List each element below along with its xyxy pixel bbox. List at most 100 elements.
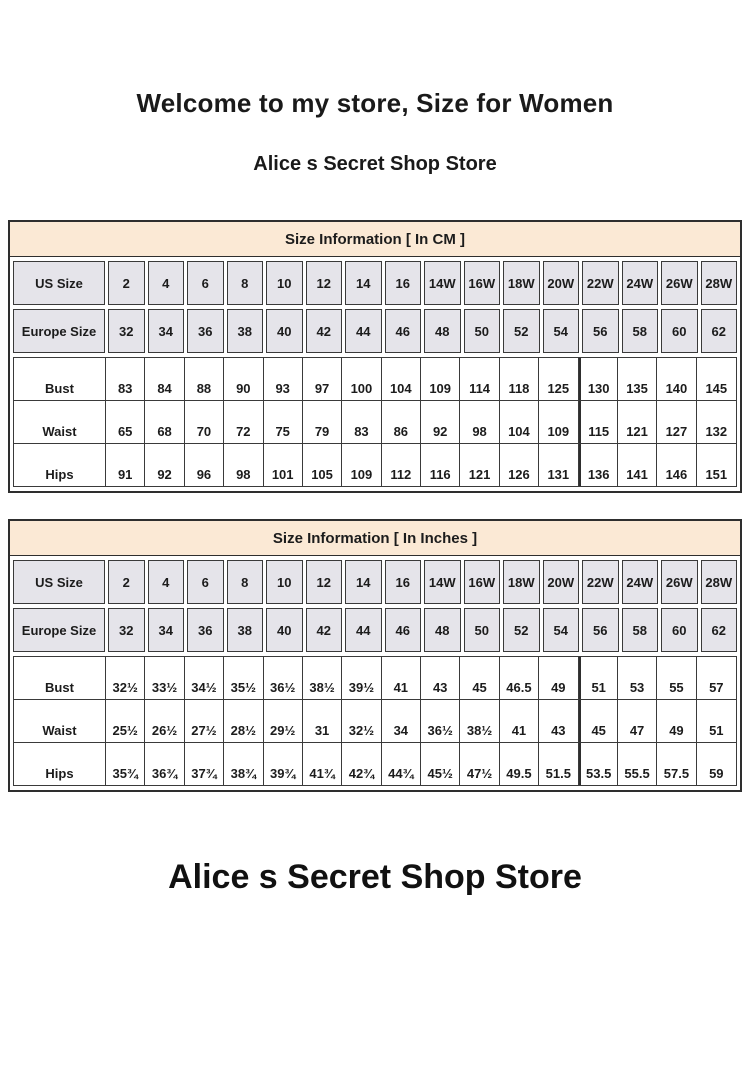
size-cell: 8	[226, 560, 263, 604]
size-cell: 45½	[421, 743, 461, 785]
size-cell: 65	[106, 401, 146, 443]
size-cell: 24W	[621, 560, 658, 604]
size-cell: 41¾	[303, 743, 343, 785]
row-label: US Size	[13, 560, 105, 604]
row-label: Waist	[14, 401, 106, 443]
size-cell: 91	[106, 444, 146, 486]
table-row: Waist 65 68 70 72 75 79 83 86 92 98 104 109 115 121 127…	[14, 401, 736, 444]
size-cell: 14	[345, 261, 382, 305]
size-cell: 57	[709, 680, 724, 695]
size-cell: 55	[657, 657, 697, 699]
size-cell: 136	[578, 444, 618, 486]
size-cell: 60	[661, 309, 698, 353]
size-cell: 58	[621, 309, 658, 353]
size-cell: 38	[226, 608, 263, 652]
size-cell: 50	[463, 309, 500, 353]
size-tables-container: Size Information [ In CM ] US Size 2 4 6 8 10 1…	[8, 220, 742, 792]
size-cell: 79	[303, 401, 343, 443]
table-row: Bust 83 84 88 90 93 97 100 104 109 114 118 125 130 135…	[14, 358, 736, 401]
size-cell: 39½	[342, 657, 382, 699]
size-cell: 6	[187, 261, 224, 305]
size-cell: 25½	[106, 700, 146, 742]
size-cell: 46	[384, 309, 421, 353]
size-cell: 18W	[503, 261, 540, 305]
size-cell: 141	[618, 444, 658, 486]
size-cell: 92	[145, 444, 185, 486]
size-cell: 40	[266, 608, 303, 652]
size-cell: 36½	[421, 700, 461, 742]
size-cell: 32	[108, 309, 145, 353]
row-label: Europe Size	[13, 608, 105, 652]
size-cell: 12	[305, 261, 342, 305]
size-cell: 131	[539, 444, 579, 486]
size-cell: 68	[145, 401, 185, 443]
size-cell: 101	[264, 444, 303, 486]
size-cell: 98	[224, 444, 264, 486]
size-cell: 75	[264, 401, 303, 443]
size-cell: 39¾	[264, 743, 303, 785]
size-cell: 59	[709, 766, 724, 781]
size-cell: 34½	[185, 657, 225, 699]
page-title: Welcome to my store, Size for Women	[136, 88, 614, 118]
size-cell: 45	[460, 657, 500, 699]
size-cell: 151	[705, 467, 728, 482]
size-cell: 125	[539, 358, 579, 400]
size-cell: 28W	[700, 560, 737, 604]
size-cell: 118	[500, 358, 540, 400]
size-cell: 36½	[264, 657, 303, 699]
size-cell: 116	[421, 444, 461, 486]
table-header: Size Information [ In CM ]	[10, 222, 740, 257]
size-cell: 35¾	[106, 743, 146, 785]
table-row: US Size 2 4 6 8 10 12 14 16 14W 16W 18W 20W 22W 24W 26W…	[13, 560, 737, 604]
size-cell: 18W	[503, 560, 540, 604]
size-cell: 44¾	[382, 743, 421, 785]
row-label: Hips	[14, 743, 106, 785]
size-cell: 36	[187, 608, 224, 652]
size-cell: 31	[303, 700, 343, 742]
size-cell: 54	[542, 309, 579, 353]
size-cell: 35½	[224, 657, 264, 699]
size-cell: 14W	[424, 261, 461, 305]
size-cell: 41	[382, 657, 421, 699]
size-cell: 37¾	[185, 743, 225, 785]
size-cell: 100	[342, 358, 382, 400]
size-cell: 109	[539, 401, 579, 443]
size-cell: 51	[709, 723, 724, 738]
size-cell: 45	[578, 700, 618, 742]
size-cell: 36	[187, 309, 224, 353]
size-cell: 104	[382, 358, 421, 400]
size-cell: 48	[424, 608, 461, 652]
store-name-top: Alice s Secret Shop Store	[253, 153, 497, 175]
size-cell: 29½	[264, 700, 303, 742]
table-row: Waist 25½ 26½ 27½ 28½ 29½ 31 32½ 34 36½ 38½ 41 43 45 4…	[14, 700, 736, 743]
size-cell: 38½	[460, 700, 500, 742]
size-cell: 20W	[542, 560, 579, 604]
size-cell: 26½	[145, 700, 185, 742]
size-cell: 93	[264, 358, 303, 400]
size-cell: 132	[705, 424, 728, 439]
table-row: Bust 32½ 33½ 34½ 35½ 36½ 38½ 39½ 41 43 45 46.5 49 51 5…	[14, 657, 736, 700]
size-cell: 51.5	[539, 743, 579, 785]
size-cell: 53	[618, 657, 658, 699]
size-cell: 54	[542, 608, 579, 652]
size-cell: 12	[305, 560, 342, 604]
size-cell: 16W	[463, 261, 500, 305]
size-cell: 105	[303, 444, 343, 486]
size-cell: 4	[147, 560, 184, 604]
size-cell: 22W	[582, 261, 619, 305]
size-cell: 38½	[303, 657, 343, 699]
size-cell: 88	[185, 358, 225, 400]
size-cell: 56	[582, 309, 619, 353]
size-cell: 121	[460, 444, 500, 486]
size-cell: 6	[187, 560, 224, 604]
size-cell: 28½	[224, 700, 264, 742]
size-cell: 2	[108, 560, 145, 604]
size-table-inches: Size Information [ In Inches ] US Size 2 4 6…	[8, 519, 742, 792]
size-cell: 114	[460, 358, 500, 400]
size-cell: 4	[147, 261, 184, 305]
size-cell: 104	[500, 401, 540, 443]
size-cell: 2	[108, 261, 145, 305]
size-cell: 26W	[661, 261, 698, 305]
measurement-block: Bust 32½ 33½ 34½ 35½ 36½ 38½ 39½ 41 43 45 46.5 49 51 5…	[13, 656, 737, 786]
size-cell: 97	[303, 358, 343, 400]
